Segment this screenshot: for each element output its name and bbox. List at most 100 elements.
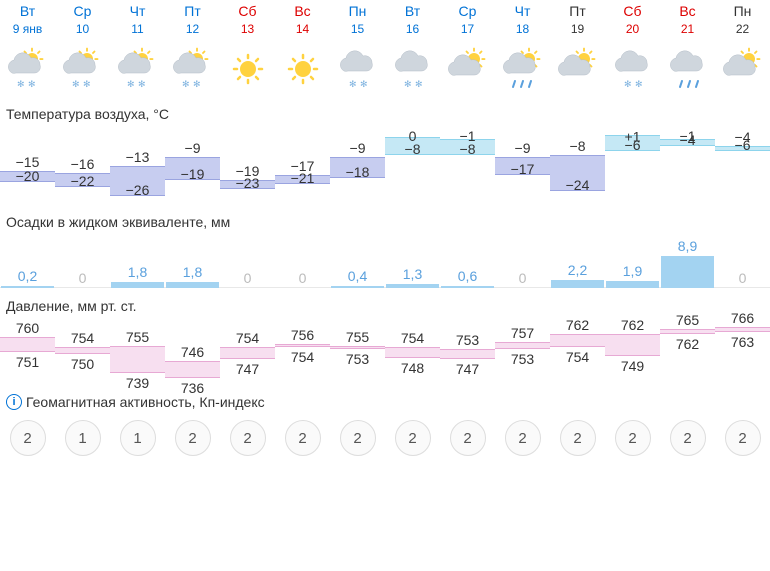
press-high: 753 — [440, 332, 495, 348]
precip-value: 0 — [275, 270, 330, 286]
press-low: 750 — [55, 356, 110, 372]
precip-bar — [661, 256, 714, 288]
weather-icon — [495, 44, 550, 94]
kp-cell: 2 — [495, 416, 550, 460]
temp-cell: −1−4 — [660, 128, 715, 200]
kp-cell: 2 — [330, 416, 385, 460]
day-date: 22 — [715, 22, 770, 36]
precip-bar — [386, 284, 439, 289]
weather-icon — [550, 44, 605, 94]
press-high: 755 — [330, 329, 385, 345]
day-of-week: Ср — [55, 3, 110, 20]
temp-cell: −9−19 — [165, 128, 220, 200]
day-of-week: Пн — [330, 3, 385, 20]
press-bar — [660, 329, 715, 334]
precip-cell: 0,2 — [0, 236, 55, 288]
day-header[interactable]: Пт12 — [165, 0, 220, 36]
kp-index-row: 21122222222222 — [0, 416, 770, 460]
section-title-geo-row: i Геомагнитная активность, Кп-индекс — [0, 388, 770, 416]
temp-low: −20 — [0, 168, 55, 184]
day-date: 15 — [330, 22, 385, 36]
press-high: 760 — [0, 320, 55, 336]
temp-cell: −16−22 — [55, 128, 110, 200]
day-of-week: Вс — [660, 3, 715, 20]
press-low: 747 — [220, 361, 275, 377]
temp-low: −6 — [715, 137, 770, 153]
temp-high: −1 — [440, 128, 495, 134]
day-header: Сб 20 — [605, 0, 660, 36]
press-low: 754 — [275, 349, 330, 365]
day-date: 10 — [55, 22, 110, 36]
press-bar — [605, 334, 660, 356]
precip-value: 0 — [715, 270, 770, 286]
day-header[interactable]: Вт16 — [385, 0, 440, 36]
temp-cell: −19−23 — [220, 128, 275, 200]
temp-low: −8 — [385, 141, 440, 157]
kp-cell: 1 — [110, 416, 165, 460]
day-header[interactable]: Ср17 — [440, 0, 495, 36]
temp-low: −23 — [220, 175, 275, 191]
day-of-week: Пн — [715, 3, 770, 20]
press-low: 739 — [110, 375, 165, 391]
precip-value: 0 — [220, 270, 275, 286]
day-of-week: Чт — [110, 3, 165, 20]
kp-value: 2 — [450, 420, 486, 456]
press-bar — [110, 346, 165, 373]
temp-cell: −13−26 — [110, 128, 165, 200]
press-bar — [275, 344, 330, 347]
press-high: 754 — [55, 330, 110, 346]
press-low: 748 — [385, 360, 440, 376]
weather-icon — [605, 44, 660, 94]
kp-cell: 2 — [0, 416, 55, 460]
kp-cell: 1 — [55, 416, 110, 460]
press-bar — [220, 347, 275, 359]
day-of-week: Пт — [550, 3, 605, 20]
day-header: Пн 22 — [715, 0, 770, 36]
press-cell: 755739 — [110, 320, 165, 388]
precip-value: 0,4 — [330, 268, 385, 284]
day-header[interactable]: Вс14 — [275, 0, 330, 36]
kp-value: 2 — [10, 420, 46, 456]
temp-cell: −9−17 — [495, 128, 550, 200]
day-of-week: Вс — [275, 3, 330, 20]
day-header[interactable]: Ср 10 — [55, 0, 110, 36]
day-of-week: Сб — [605, 3, 660, 20]
press-low: 747 — [440, 361, 495, 377]
precip-bar — [111, 282, 164, 288]
pressure-chart: 7607517547507557397467367547477567547557… — [0, 320, 770, 388]
day-of-week: Ср — [440, 3, 495, 20]
press-bar — [550, 334, 605, 348]
press-high: 756 — [275, 327, 330, 343]
weather-icon — [385, 44, 440, 94]
temp-cell: −4−6 — [715, 128, 770, 200]
day-header[interactable]: Вт9 янв — [0, 0, 55, 36]
kp-cell: 2 — [660, 416, 715, 460]
weather-icon — [330, 44, 385, 94]
kp-cell: 2 — [275, 416, 330, 460]
day-of-week: Чт — [495, 3, 550, 20]
press-cell: 754 748 — [385, 320, 440, 388]
weather-icon — [715, 44, 770, 94]
press-bar — [165, 361, 220, 378]
weather-icon — [660, 44, 715, 94]
press-cell: 762749 — [605, 320, 660, 388]
kp-value: 2 — [175, 420, 211, 456]
temp-cell: 0−8 — [385, 128, 440, 200]
press-low: 736 — [165, 380, 220, 396]
day-header[interactable]: Сб13 — [220, 0, 275, 36]
info-icon[interactable]: i — [6, 394, 22, 410]
day-date: 12 — [165, 22, 220, 36]
day-header[interactable]: Чт11 — [110, 0, 165, 36]
temp-cell: −9−18 — [330, 128, 385, 200]
press-cell: 762754 — [550, 320, 605, 388]
press-high: 762 — [605, 317, 660, 333]
day-header[interactable]: Пн 15 — [330, 0, 385, 36]
precip-bar — [331, 286, 384, 288]
press-high: 754 — [385, 330, 440, 346]
press-cell: 760751 — [0, 320, 55, 388]
day-date: 20 — [605, 22, 660, 36]
day-header[interactable]: Чт18 — [495, 0, 550, 36]
weather-icon — [275, 44, 330, 94]
precip-bar — [606, 281, 659, 288]
weather-icon — [440, 44, 495, 94]
